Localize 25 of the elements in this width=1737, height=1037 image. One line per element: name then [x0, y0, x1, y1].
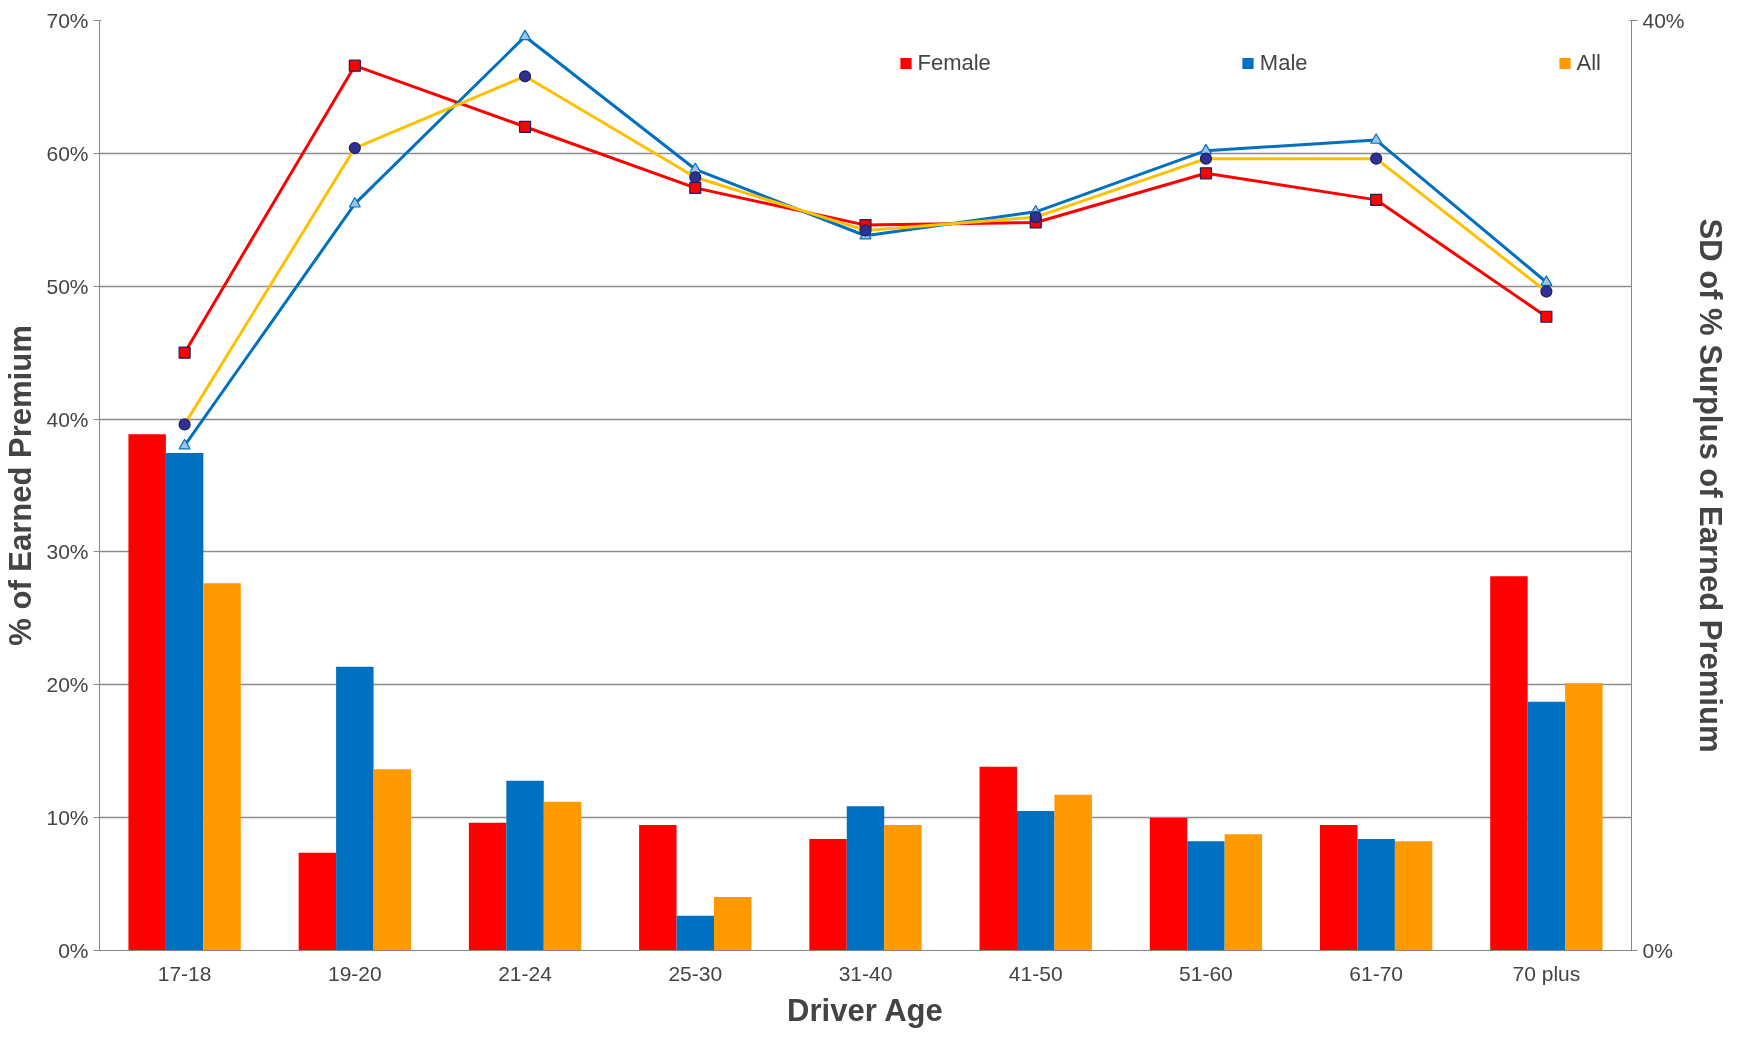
legend-label: All	[1576, 50, 1601, 76]
x-tick-label: 19-20	[327, 961, 382, 985]
x-axis-title: Driver Age	[787, 992, 943, 1028]
y-tick-label: 40%	[46, 407, 89, 431]
y2-tick-label: 0%	[1642, 939, 1673, 962]
y-axis-title: % of Earned Premium	[3, 325, 39, 646]
y-tick-label: 60%	[46, 141, 89, 165]
legend-label: Male	[1259, 50, 1308, 76]
x-tick-label: 70 plus	[1512, 961, 1581, 985]
x-tick-label: 51-60	[1179, 961, 1233, 985]
x-tick-label: 25-30	[668, 961, 723, 985]
y2-tick-label: 40%	[1642, 9, 1685, 32]
x-tick-label: 31-40	[838, 961, 893, 985]
y-tick-label: 0%	[58, 939, 89, 962]
y-tick-label: 30%	[46, 540, 89, 564]
x-tick-label: 17-18	[157, 961, 212, 985]
y-tick-label: 70%	[46, 9, 89, 32]
x-tick-label: 61-70	[1349, 961, 1404, 985]
y2-axis-title: SD of % Surplus of Earned Premium	[1692, 218, 1728, 753]
y-tick-label: 10%	[46, 806, 89, 830]
legend-label: Female	[917, 50, 991, 76]
y-tick-label: 50%	[46, 274, 89, 298]
x-tick-label: 41-50	[1008, 961, 1063, 985]
y-tick-label: 20%	[46, 673, 89, 697]
x-tick-label: 21-24	[498, 961, 553, 985]
